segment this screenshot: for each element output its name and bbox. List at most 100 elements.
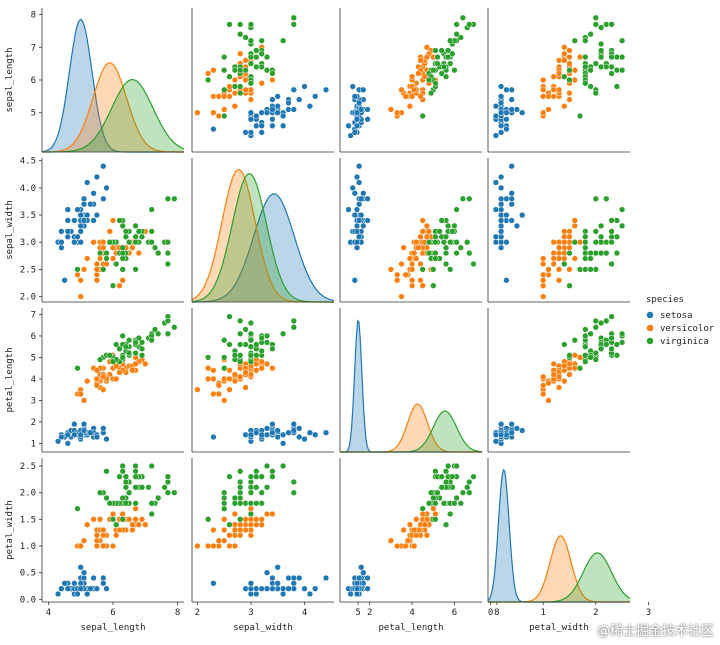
setosa-point [353,590,361,598]
virginica-point [242,67,249,74]
versicolor-point [561,57,568,64]
versicolor-point [566,60,573,67]
setosa-point [210,433,217,441]
virginica-point [561,73,568,80]
setosa-point [258,122,265,129]
virginica-point [453,21,460,28]
setosa-point [353,109,361,116]
versicolor-point [231,526,239,534]
versicolor-point [253,367,260,374]
virginica-point [204,354,212,361]
versicolor-point [116,282,123,289]
setosa-point [100,163,107,170]
virginica-point [164,330,172,337]
virginica-point [74,365,81,372]
virginica-point [242,34,249,41]
virginica-point [122,484,130,491]
x-tick-label: 5 [355,608,360,618]
versicolor-point [221,397,228,404]
versicolor-point [231,76,239,84]
versicolor-point [413,516,420,523]
virginica-point [597,345,605,352]
setosa-point [497,222,505,230]
virginica-point [613,53,621,61]
versicolor-point [571,222,578,230]
versicolor-point [408,260,416,268]
versicolor-point [566,228,573,235]
virginica-point [608,233,615,240]
versicolor-point [566,371,573,378]
setosa-point [290,420,297,428]
versicolor-point [215,93,222,100]
setosa-point [497,244,505,251]
virginica-point [592,324,599,331]
setosa-point [497,184,505,192]
setosa-point [84,211,91,219]
versicolor-point [561,50,568,57]
versicolor-point [571,352,578,359]
setosa-point [74,206,81,213]
virginica-point [221,494,228,502]
versicolor-point [555,70,563,77]
virginica-point [613,249,621,257]
setosa-point [503,217,510,224]
virginica-point [592,14,599,21]
virginica-point [253,47,260,54]
versicolor-point [561,103,568,110]
versicolor-point [242,369,249,376]
setosa-point [247,580,255,587]
setosa-point [355,163,363,170]
scatter-panel-sepal_length-vs-petal_length [339,8,482,153]
versicolor-point [555,373,563,380]
virginica-point [425,249,433,257]
kde-panel-sepal_width [191,158,335,303]
virginica-point [148,462,155,470]
setosa-point [508,106,515,113]
versicolor-point [387,537,395,544]
virginica-point [444,47,452,54]
versicolor-point [109,244,117,251]
versicolor-point [540,260,547,268]
versicolor-point [231,542,239,550]
virginica-point [432,233,439,240]
setosa-point [351,190,358,197]
versicolor-point [221,375,228,383]
x-axis-label-petal_width: petal_width [529,623,589,633]
setosa-point [93,433,101,441]
setosa-point [285,429,292,436]
setosa-point [497,129,505,136]
setosa-point [253,429,260,436]
virginica-point [237,489,244,496]
versicolor-point [421,521,428,528]
kde-panel-petal_width [487,458,631,603]
versicolor-point [571,67,578,74]
virginica-point [119,462,126,470]
virginica-point [164,317,172,325]
virginica-point [618,339,626,346]
y-tick-label: 3.0 [20,238,36,248]
setosa-point [355,574,363,582]
setosa-point [353,222,361,230]
versicolor-point [93,537,101,544]
setosa-point [296,96,303,103]
virginica-point [290,14,297,21]
setosa-point [247,590,255,598]
versicolor-point [84,521,91,528]
scatter-panel-sepal_length-vs-sepal_width [191,8,334,153]
virginica-point [161,484,168,491]
virginica-point [582,358,589,365]
virginica-point [459,489,467,496]
legend-marker-versicolor [646,324,654,332]
virginica-point [221,365,228,372]
virginica-point [451,500,458,507]
setosa-point [285,585,292,592]
versicolor-point [226,542,233,550]
virginica-point [597,319,605,327]
virginica-point [247,319,255,327]
versicolor-point [125,516,133,523]
setosa-point [87,585,94,592]
y-tick-label: 2.5 [20,265,36,275]
virginica-point [447,510,454,518]
setosa-point [269,106,276,113]
versicolor-point [402,271,409,278]
